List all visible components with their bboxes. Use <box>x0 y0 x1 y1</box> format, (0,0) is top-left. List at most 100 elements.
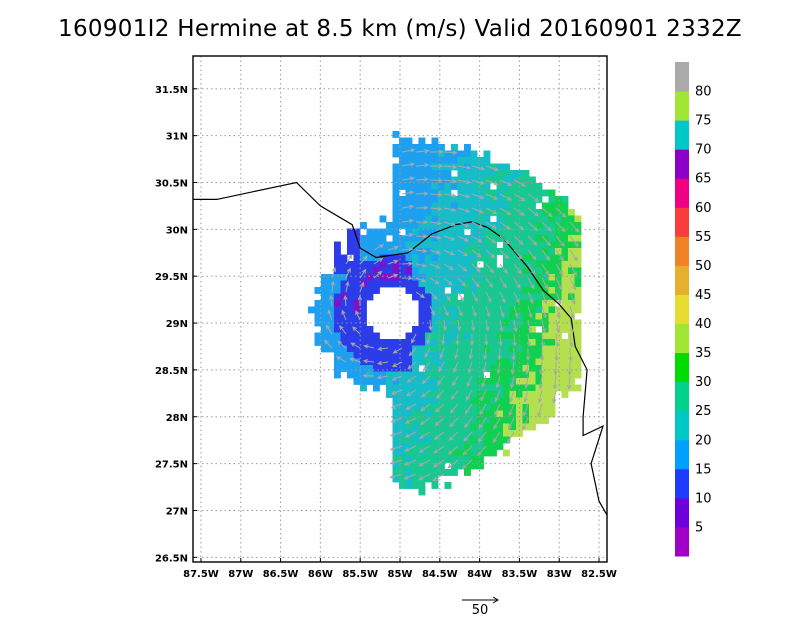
speed-cell <box>509 352 517 359</box>
speed-cell <box>425 404 432 411</box>
speed-cell <box>425 469 432 476</box>
speed-cell <box>529 196 536 203</box>
colorbar-label: 20 <box>695 433 712 448</box>
speed-cell <box>347 319 354 327</box>
speed-cell <box>366 241 374 249</box>
speed-cell <box>373 261 380 268</box>
speed-cell <box>490 202 497 210</box>
speed-cell <box>503 183 510 190</box>
speed-cell <box>542 332 549 340</box>
speed-cell <box>542 235 549 242</box>
speed-cell <box>522 209 530 216</box>
speed-cell <box>438 371 445 379</box>
speed-cell <box>425 352 432 359</box>
speed-cell <box>568 326 575 333</box>
wind-vector <box>349 357 361 363</box>
speed-cell <box>314 339 322 346</box>
wind-vector <box>429 163 444 169</box>
speed-cell <box>509 280 517 288</box>
speed-cell <box>490 306 497 314</box>
speed-cell <box>529 300 536 307</box>
speed-cell <box>425 261 432 268</box>
lat-tick-label: 29N <box>166 319 188 330</box>
speed-cell <box>529 352 536 359</box>
speed-cell <box>464 462 471 470</box>
wind-vector <box>485 277 494 289</box>
speed-cell <box>444 215 452 223</box>
speed-cell <box>451 326 458 333</box>
speed-cell <box>340 352 348 359</box>
wind-vector <box>440 333 446 346</box>
speed-cell <box>405 345 413 353</box>
speed-cell <box>548 261 556 268</box>
speed-cell <box>561 293 569 301</box>
speed-cell <box>392 397 400 405</box>
wind-vector <box>345 254 353 265</box>
speed-cell <box>418 397 426 405</box>
speed-cell <box>451 313 458 320</box>
speed-cell <box>334 241 341 249</box>
speed-cell <box>399 183 406 190</box>
speed-cell <box>496 235 504 242</box>
wind-vector <box>499 193 512 201</box>
speed-cell <box>490 300 497 307</box>
speed-cell <box>347 241 354 249</box>
speed-cell <box>555 274 562 281</box>
speed-cell <box>509 254 517 262</box>
speed-cell <box>470 436 478 444</box>
speed-cell <box>464 293 471 301</box>
wind-vector <box>526 333 531 347</box>
speed-cell <box>405 456 413 463</box>
speed-cell <box>477 339 484 346</box>
speed-cell <box>451 248 458 255</box>
speed-cell <box>353 293 361 301</box>
speed-cell <box>464 176 471 184</box>
speed-cell <box>470 183 478 190</box>
wind-vector <box>362 359 375 364</box>
speed-cell <box>457 189 465 197</box>
speed-cell <box>444 371 452 379</box>
speed-cell <box>340 332 348 340</box>
wind-vector <box>339 325 347 335</box>
speed-cell <box>334 352 341 359</box>
speed-cell <box>464 358 471 366</box>
speed-cell <box>431 150 439 158</box>
wind-vector <box>471 221 484 228</box>
speed-cell <box>470 209 478 216</box>
wind-vector <box>389 459 403 465</box>
wind-vector <box>359 268 367 279</box>
colorbar-swatch <box>675 381 689 412</box>
speed-cell <box>464 449 471 457</box>
speed-cell <box>529 391 536 398</box>
speed-cell <box>399 150 406 158</box>
speed-cell <box>516 183 523 190</box>
speed-cell <box>392 423 400 431</box>
speed-cell <box>574 222 582 229</box>
speed-cell <box>457 391 465 398</box>
speed-cell <box>451 469 458 476</box>
wind-vector <box>511 347 516 361</box>
speed-cell <box>438 326 445 333</box>
wind-vector <box>555 235 565 247</box>
speed-cell <box>457 352 465 359</box>
speed-cell <box>418 436 426 444</box>
speed-cell <box>568 267 575 275</box>
wind-vector <box>405 403 417 410</box>
speed-cell <box>392 150 400 158</box>
speed-cell <box>470 443 478 450</box>
speed-cell <box>334 358 341 366</box>
speed-cell <box>405 163 413 171</box>
speed-cell <box>470 267 478 275</box>
speed-cell <box>496 326 504 333</box>
speed-cell <box>535 222 543 229</box>
speed-cell <box>373 274 380 281</box>
speed-cell <box>412 215 419 223</box>
speed-cell <box>496 287 504 294</box>
wind-vector <box>541 249 551 261</box>
speed-cell <box>379 378 387 385</box>
speed-cell <box>464 313 471 320</box>
wind-vector <box>429 220 443 226</box>
speed-cell <box>321 280 328 288</box>
speed-cell <box>548 209 556 216</box>
speed-cell <box>555 306 562 314</box>
